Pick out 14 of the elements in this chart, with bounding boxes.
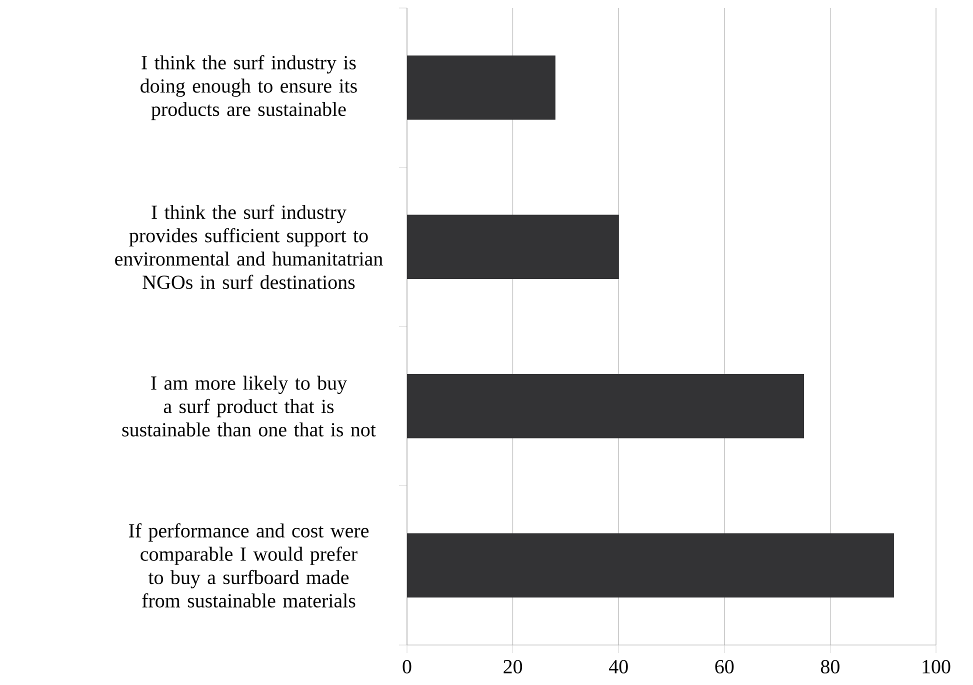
y-tick-label: I think the surf industry is doing enough to ensure its products are sustainable xyxy=(140,55,357,120)
bar xyxy=(407,56,556,120)
y-tick-label: I think the surf industry provides sufficient support to environmental and humanitatrian NGOs in surf destinations xyxy=(115,204,383,290)
bar xyxy=(407,374,804,438)
x-tick-label: 0 xyxy=(402,660,412,674)
y-tick-label: If performance and cost were comparable I would prefer to buy a surfboard made from sustainable materials xyxy=(128,523,369,608)
x-tick-label: 60 xyxy=(715,660,734,674)
bar xyxy=(407,533,894,598)
x-tick-label: 80 xyxy=(820,660,840,674)
x-tick-label: 100 xyxy=(922,660,950,674)
x-tick-label: 20 xyxy=(504,660,522,674)
bar xyxy=(407,214,619,279)
x-tick-label: 40 xyxy=(609,660,628,674)
y-tick-label: I am more likely to buy a surf product that is sustainable than one that is not xyxy=(122,376,376,436)
